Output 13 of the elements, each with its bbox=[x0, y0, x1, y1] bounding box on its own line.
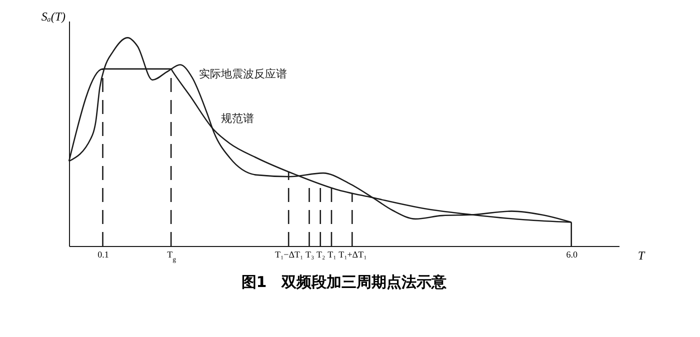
x-tick-label: T₁−ΔT₁ bbox=[275, 250, 304, 260]
x-tick-label: 0.1 bbox=[98, 250, 109, 260]
series-label: 实际地震波反应谱 bbox=[199, 67, 288, 80]
x-tick-label: 6.0 bbox=[566, 250, 578, 260]
x-tick-label: T₁+ΔT₁ bbox=[338, 250, 367, 260]
y-axis-title: Sₐ(T) bbox=[41, 10, 66, 24]
text: 图1 双频段加三周期点法示意 bbox=[241, 273, 448, 291]
x-axis-title: T bbox=[638, 248, 646, 262]
x-tick-label: T$_{g}$ bbox=[167, 250, 177, 263]
series-label: 规范谱 bbox=[220, 112, 254, 125]
x-tick-label: T₂ bbox=[316, 250, 326, 260]
x-tick-label: T₃ bbox=[305, 250, 314, 260]
x-tick-label: T₁ bbox=[328, 250, 336, 260]
